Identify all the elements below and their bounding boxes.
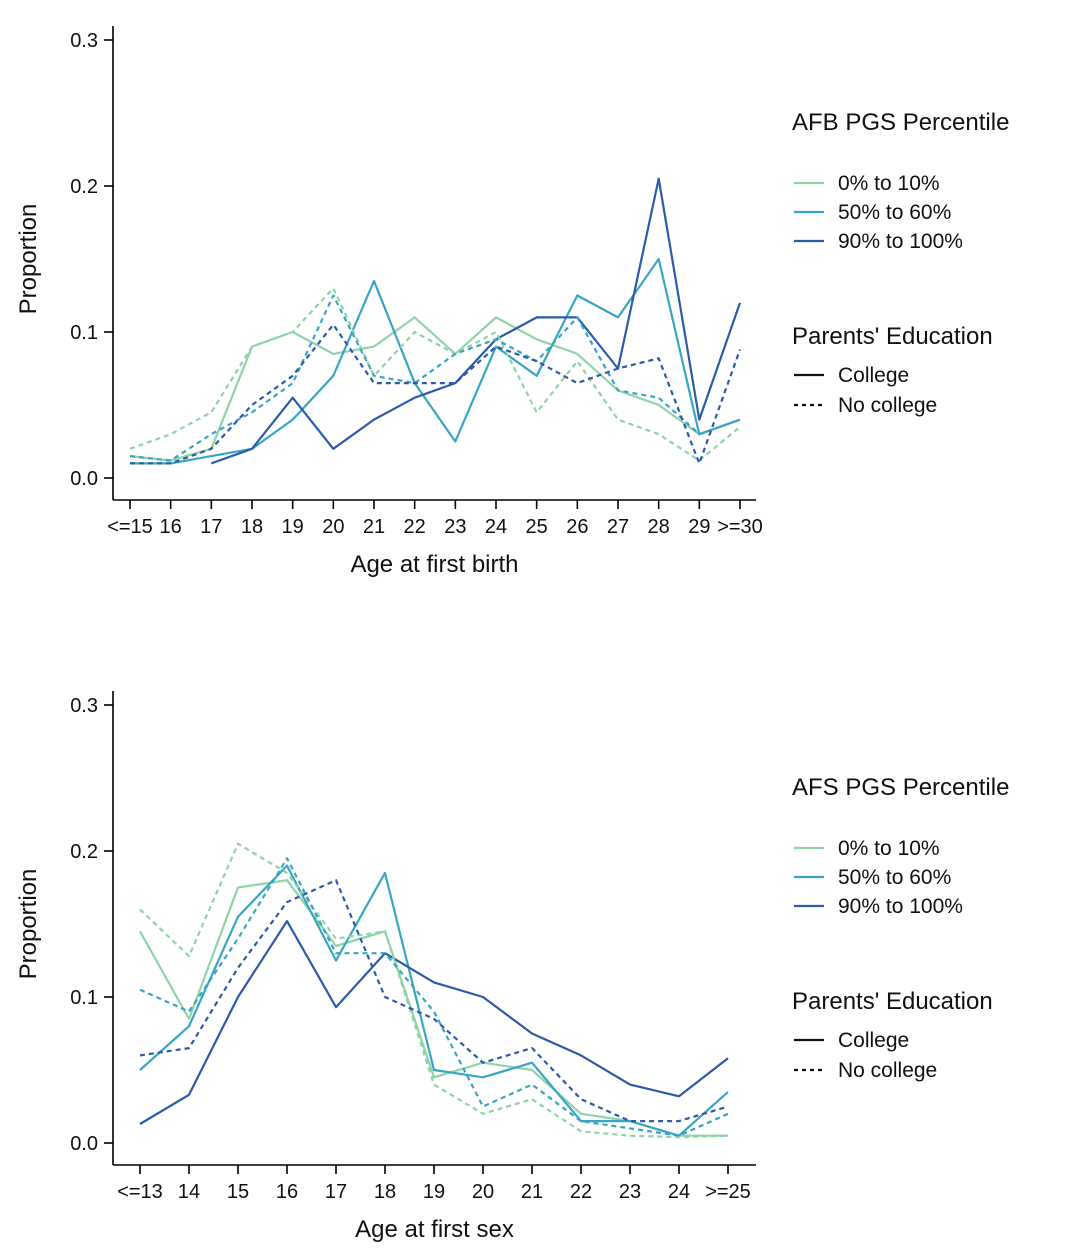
series-line-90to100-no-college bbox=[130, 323, 742, 465]
x-tick-label: 19 bbox=[423, 1181, 445, 1203]
y-tick-label: 0.1 bbox=[70, 322, 98, 344]
x-tick-label: 16 bbox=[160, 516, 182, 538]
y-axis-title: Proportion bbox=[15, 204, 42, 315]
legend-pgs-item-label: 0% to 10% bbox=[838, 837, 940, 860]
x-tick-label: 17 bbox=[200, 516, 222, 538]
x-tick-label: 26 bbox=[566, 516, 588, 538]
x-axis-title: Age at first sex bbox=[355, 1216, 514, 1243]
x-tick-label: 21 bbox=[521, 1181, 543, 1203]
y-tick-label: 0.2 bbox=[70, 176, 98, 198]
x-tick-label: 16 bbox=[276, 1181, 298, 1203]
series-line-90to100-no-college bbox=[139, 879, 729, 1123]
series-line-0to10-no-college bbox=[129, 287, 741, 462]
x-tick-label: 20 bbox=[472, 1181, 494, 1203]
legend-pgs-title: AFS PGS Percentile bbox=[792, 774, 1009, 801]
age-first-sex-chart: 0.0 0.1 0.2 0.3 <=13 14 15 16 17 18 19 20 21 22 23 24 >=… bbox=[0, 665, 1080, 1260]
x-tick-label: 23 bbox=[444, 516, 466, 538]
legend-pgs-item-label: 90% to 100% bbox=[838, 230, 963, 253]
x-tick-label: 17 bbox=[325, 1181, 347, 1203]
series-line-50to60-no-college bbox=[139, 857, 729, 1137]
age-first-sex-chart-svg: 0.0 0.1 0.2 0.3 <=13 14 15 16 17 18 19 20 21 22 23 24 >=… bbox=[15, 691, 1009, 1243]
legend-education-item-label: No college bbox=[838, 394, 937, 417]
x-tick-label: 27 bbox=[607, 516, 629, 538]
x-tick-label: 29 bbox=[688, 516, 710, 538]
x-tick-label: >=30 bbox=[717, 516, 763, 538]
age-first-birth-chart-svg: 0.0 0.1 0.2 0.3 <=15 16 17 18 19 20 21 22 23 24 25 26 27… bbox=[15, 26, 1009, 578]
series-line-50to60-college bbox=[130, 257, 741, 465]
legend-education-item-label: No college bbox=[838, 1059, 937, 1082]
legend-education-item-label: College bbox=[838, 1029, 909, 1052]
legend-pgs-item-label: 50% to 60% bbox=[838, 866, 951, 889]
x-tick-label: <=13 bbox=[117, 1181, 163, 1203]
series-line-0to10-college bbox=[129, 316, 741, 462]
legend-education-title: Parents' Education bbox=[792, 323, 993, 350]
x-tick-label: <=15 bbox=[107, 516, 153, 538]
series-line-50to60-college bbox=[139, 864, 729, 1137]
age-first-birth-chart: 0.0 0.1 0.2 0.3 <=15 16 17 18 19 20 21 22 23 24 25 26 27… bbox=[0, 0, 1080, 595]
legend-pgs-item-label: 50% to 60% bbox=[838, 201, 951, 224]
x-tick-label: 22 bbox=[570, 1181, 592, 1203]
x-tick-label: 22 bbox=[404, 516, 426, 538]
series-line-0to10-college bbox=[139, 879, 728, 1137]
series-line-50to60-no-college bbox=[129, 294, 741, 462]
x-tick-label: 18 bbox=[374, 1181, 396, 1203]
x-tick-label: 23 bbox=[619, 1181, 641, 1203]
series-line-0to10-no-college bbox=[139, 842, 729, 1139]
y-tick-label: 0.0 bbox=[70, 468, 98, 490]
x-tick-label: 20 bbox=[322, 516, 344, 538]
x-tick-label: 18 bbox=[241, 516, 263, 538]
y-tick-label: 0.3 bbox=[70, 695, 98, 717]
x-tick-label: 28 bbox=[648, 516, 670, 538]
x-tick-label: 25 bbox=[526, 516, 548, 538]
series-line-90to100-college bbox=[139, 920, 729, 1125]
x-tick-label: >=25 bbox=[705, 1181, 751, 1203]
x-tick-label: 24 bbox=[668, 1181, 690, 1203]
y-tick-label: 0.3 bbox=[70, 30, 98, 52]
x-tick-label: 21 bbox=[363, 516, 385, 538]
legend-education-title: Parents' Education bbox=[792, 988, 993, 1015]
series-line-90to100-college bbox=[210, 177, 742, 465]
y-tick-label: 0.1 bbox=[70, 987, 98, 1009]
legend-pgs-item-label: 0% to 10% bbox=[838, 172, 940, 195]
legend-pgs-title: AFB PGS Percentile bbox=[792, 109, 1009, 136]
y-tick-label: 0.2 bbox=[70, 841, 98, 863]
y-axis-title: Proportion bbox=[15, 869, 42, 980]
x-tick-label: 24 bbox=[485, 516, 507, 538]
x-tick-label: 19 bbox=[282, 516, 304, 538]
y-tick-label: 0.0 bbox=[70, 1133, 98, 1155]
x-axis-title: Age at first birth bbox=[350, 551, 518, 578]
x-tick-label: 15 bbox=[227, 1181, 249, 1203]
x-tick-label: 14 bbox=[178, 1181, 200, 1203]
legend-pgs-item-label: 90% to 100% bbox=[838, 895, 963, 918]
legend-education-item-label: College bbox=[838, 364, 909, 387]
